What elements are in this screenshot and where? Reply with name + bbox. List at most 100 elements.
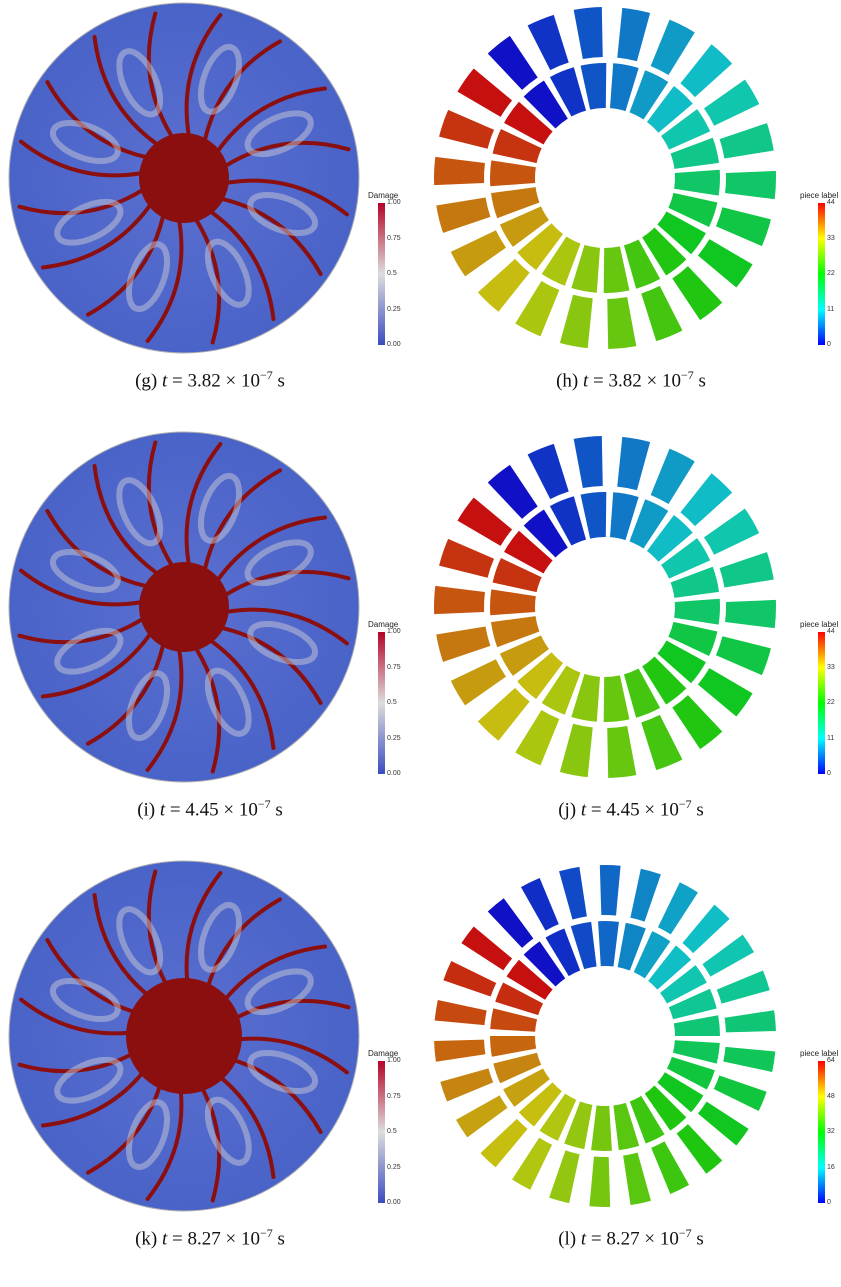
fragment: [657, 640, 706, 684]
fragment: [644, 1085, 687, 1131]
caption-unit: s: [272, 1228, 285, 1250]
caption-exponent: −7: [259, 1226, 273, 1240]
fragment: [725, 599, 776, 629]
damage-colorbar: [378, 203, 385, 345]
fragment: [541, 236, 581, 286]
fragment: [641, 285, 683, 342]
fragment: [680, 473, 733, 527]
fragment: [523, 80, 568, 129]
fragment: [623, 668, 661, 718]
caption-time-value: 3.82: [187, 370, 221, 392]
fragment: [559, 294, 593, 349]
damaged-core: [126, 978, 242, 1094]
fragment: [651, 1141, 690, 1195]
fragment: [436, 197, 491, 233]
panel-caption: (g) t = 3.82 × 10−7 s: [135, 368, 285, 392]
fragments: [434, 436, 776, 778]
fragment: [434, 585, 485, 615]
fragment: [672, 266, 723, 321]
fragment: [657, 211, 706, 255]
fragment: [457, 68, 513, 117]
panel-caption: (k) t = 8.27 × 10−7 s: [135, 1226, 285, 1250]
fragment: [676, 1124, 723, 1174]
fragment: [715, 207, 771, 247]
panel-k-damage: Damage 1.00 0.75 0.5 0.25 0.00 (k) t = 8.27 × …: [0, 858, 420, 1287]
colorbar-title: Damage: [368, 191, 399, 200]
fragment: [450, 659, 507, 706]
colorbar-tick-label: 0.75: [387, 234, 401, 242]
caption-exponent: −7: [680, 368, 694, 382]
fragment: [490, 1035, 537, 1057]
fragment: [493, 1052, 542, 1084]
panel-i-damage: Damage 1.00 0.75 0.5 0.25 0.00 (i) t = 4.45 × …: [0, 429, 420, 858]
colorbar-tick-label: 0.5: [387, 699, 397, 706]
fragment: [515, 709, 560, 766]
colorbar-tick-label: 11: [827, 734, 835, 742]
piece-label-plot: [434, 7, 825, 349]
caption-unit: s: [691, 1228, 704, 1250]
fragment: [434, 156, 485, 186]
panel-h-pieces: piece label 44 33 22 11 0 (h) t = 3.82 × 10−7 …: [421, 0, 841, 429]
fragment: [609, 492, 639, 541]
fragment: [492, 558, 542, 593]
fragment: [527, 443, 569, 500]
panel-caption: (i) t = 4.45 × 10−7 s: [137, 797, 283, 821]
crack-network: [17, 11, 351, 345]
fragment: [697, 239, 753, 288]
fragment: [492, 129, 542, 164]
fragment: [713, 1075, 767, 1111]
fragment: [523, 941, 566, 987]
caption-time-value: 4.45: [185, 799, 219, 821]
fragment: [603, 246, 630, 293]
fragment: [603, 675, 630, 722]
fragment: [660, 965, 707, 1004]
fragment: [517, 223, 564, 271]
fragment: [716, 970, 770, 1004]
colorbar-tick-label: 48: [827, 1092, 835, 1100]
fragment: [719, 123, 774, 159]
fragment: [668, 988, 717, 1020]
colorbar-tick-label: 0.00: [387, 1199, 401, 1206]
caption-label: (j): [558, 799, 581, 821]
colorbar-tick-label: 64: [827, 1057, 835, 1064]
colorbar-tick-label: 22: [827, 270, 835, 277]
caption-exponent: −7: [259, 368, 273, 382]
fragment: [650, 448, 695, 505]
fragment: [571, 673, 601, 722]
caption-time-value: 8.27: [606, 1228, 640, 1250]
fragment: [702, 934, 754, 977]
fragment: [613, 1102, 640, 1151]
fragment: [673, 1015, 720, 1037]
fragment: [723, 1046, 776, 1072]
caption-unit: s: [270, 799, 283, 821]
colorbar-tick-label: 0.25: [387, 1163, 401, 1171]
colorbar-tick-label: 0: [827, 341, 831, 348]
fragment: [650, 19, 695, 76]
fragment: [674, 598, 720, 625]
colorbar-tick-label: 1.00: [387, 1057, 401, 1064]
fragment: [657, 882, 698, 935]
fragment: [697, 668, 753, 717]
damage-field-plot: [8, 860, 385, 1212]
crack-network: [17, 869, 351, 1203]
fragment: [703, 79, 760, 126]
damage-field-plot: [8, 2, 385, 354]
fragment: [598, 921, 619, 967]
colorbar-title: Damage: [368, 620, 399, 629]
fragment: [499, 635, 549, 676]
caption-unit: s: [272, 370, 285, 392]
fragment: [541, 665, 581, 715]
fragment: [672, 695, 723, 750]
fragment: [591, 1105, 612, 1151]
panel-l-pieces: piece label 64 48 32 16 0 (l) t = 8.27 × 10−7 …: [421, 858, 841, 1287]
fragment: [642, 656, 687, 705]
panel-g-damage: Damage 1.00 0.75 0.5 0.25 0.00 (g) t = 3.82 × …: [0, 0, 420, 429]
colorbar-title: piece label: [800, 191, 839, 200]
colorbar-tick-label: 32: [827, 1128, 835, 1135]
fragment: [518, 1082, 562, 1127]
fragment: [527, 14, 569, 71]
colorbar-tick-label: 0.25: [387, 734, 401, 742]
fragment: [499, 206, 549, 247]
caption-exponent: −7: [678, 797, 692, 811]
colorbar-tick-label: 0.75: [387, 1092, 401, 1100]
